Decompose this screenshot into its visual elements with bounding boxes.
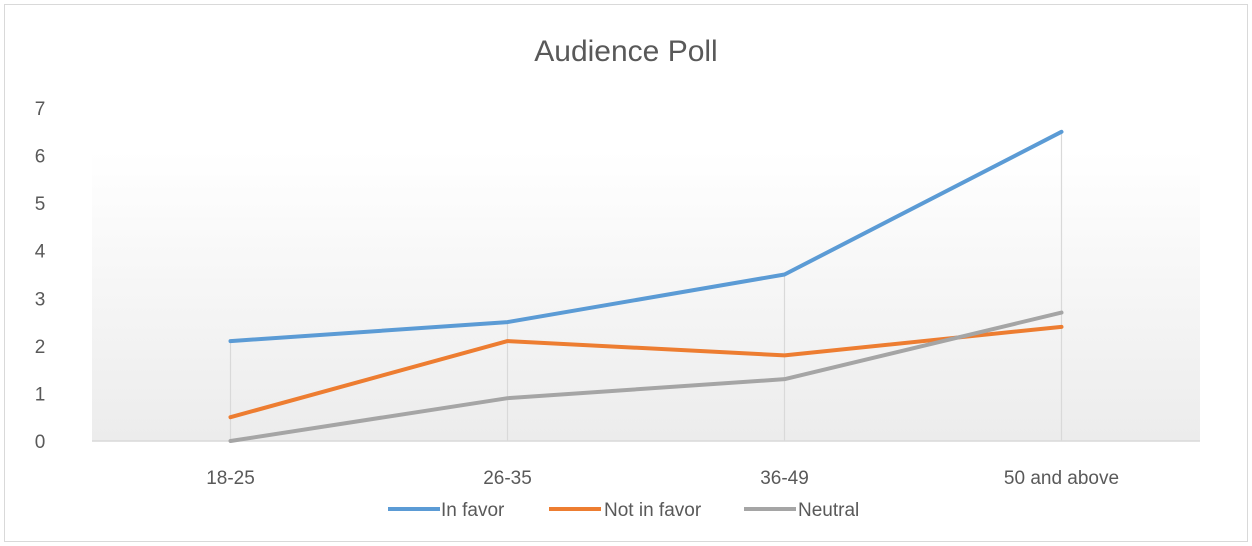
legend-label: Not in favor bbox=[604, 500, 702, 521]
x-tick-label: 50 and above bbox=[1004, 468, 1119, 489]
y-tick-label: 4 bbox=[35, 242, 46, 263]
x-tick-label: 26-35 bbox=[483, 468, 532, 489]
y-tick-label: 0 bbox=[35, 432, 46, 453]
legend-label: Neutral bbox=[798, 500, 859, 521]
series-lines bbox=[228, 129, 1064, 443]
series-line-in-favor bbox=[228, 129, 1064, 344]
series-line-neutral bbox=[228, 310, 1064, 443]
y-tick-label: 7 bbox=[35, 99, 46, 120]
legend-label: In favor bbox=[441, 500, 505, 521]
chart-title: Audience Poll bbox=[534, 35, 717, 68]
axes: 0 1 2 3 4 5 6 7 18-25 26-35 36-49 50 and above bbox=[35, 99, 1200, 489]
y-tick-label: 2 bbox=[35, 337, 46, 358]
series-line-not-in-favor bbox=[228, 324, 1064, 420]
plot-area bbox=[92, 151, 1200, 441]
y-tick-label: 1 bbox=[35, 384, 46, 405]
y-tick-label: 6 bbox=[35, 147, 46, 168]
y-tick-label: 5 bbox=[35, 194, 46, 215]
legend: In favor Not in favor Neutral bbox=[388, 500, 859, 521]
x-tick-label: 18-25 bbox=[206, 468, 255, 489]
y-tick-label: 3 bbox=[35, 289, 46, 310]
x-tick-label: 36-49 bbox=[760, 468, 809, 489]
